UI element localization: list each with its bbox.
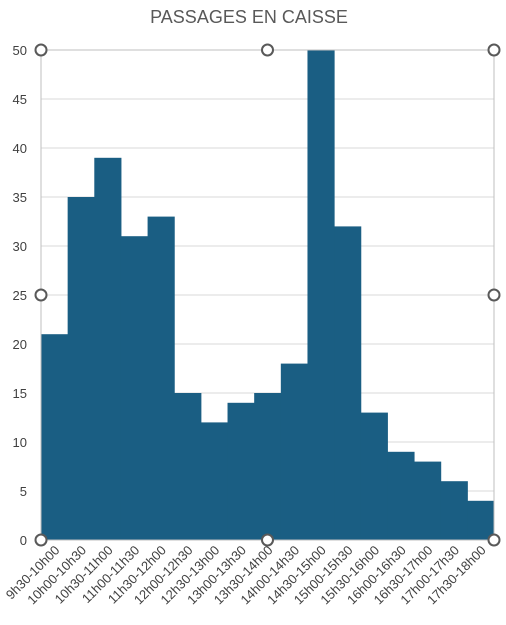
resize-handle[interactable] (487, 43, 501, 57)
y-tick-label: 50 (13, 43, 27, 58)
y-tick-label: 0 (20, 533, 27, 548)
x-axis: 9h30-10h0010h00-10h3010h30-11h0011h00-11… (3, 543, 489, 608)
bar (94, 157, 122, 541)
resize-handle[interactable] (261, 43, 274, 57)
bar (280, 363, 308, 540)
bar (440, 481, 468, 540)
bar (120, 236, 149, 540)
bar (174, 393, 202, 540)
y-tick-label: 20 (13, 337, 27, 352)
bar (387, 451, 415, 540)
bar (334, 226, 362, 540)
resize-handle[interactable] (487, 288, 501, 302)
y-tick-label: 25 (13, 288, 27, 303)
bar (467, 500, 495, 540)
resize-handle[interactable] (261, 533, 274, 547)
y-tick-label: 45 (13, 92, 27, 107)
bar (254, 393, 282, 540)
y-tick-label: 5 (20, 484, 27, 499)
bar (307, 50, 335, 540)
y-tick-label: 40 (13, 141, 27, 156)
resize-handles[interactable] (34, 43, 501, 547)
bar (360, 412, 388, 540)
chart-title: PASSAGES EN CAISSE (150, 7, 348, 27)
resize-handle[interactable] (34, 43, 48, 57)
bar (41, 334, 69, 540)
y-tick-label: 35 (13, 190, 27, 205)
bar (147, 216, 175, 540)
resize-handle[interactable] (34, 288, 48, 302)
bars (41, 50, 495, 541)
y-axis: 0 5 10 15 20 25 30 35 40 45 50 (13, 43, 27, 548)
y-tick-label: 30 (13, 239, 27, 254)
bar (414, 461, 442, 540)
y-tick-label: 15 (13, 386, 27, 401)
resize-handle[interactable] (487, 533, 501, 547)
bar (227, 402, 255, 540)
bar (200, 422, 229, 540)
resize-handle[interactable] (34, 533, 48, 547)
y-tick-label: 10 (13, 435, 27, 450)
bar (67, 197, 95, 540)
